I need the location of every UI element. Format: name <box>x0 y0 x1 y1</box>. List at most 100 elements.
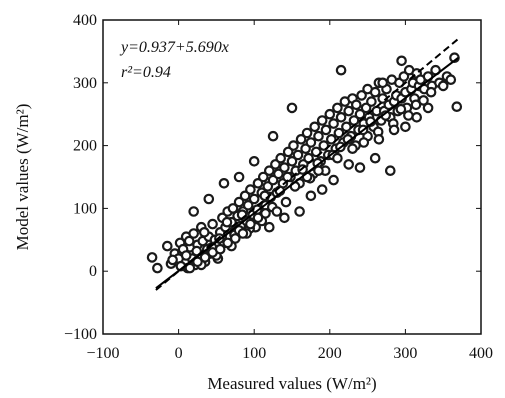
y-tick-label: 0 <box>89 263 97 280</box>
data-point <box>388 124 400 136</box>
data-point <box>184 262 196 274</box>
data-point <box>263 221 275 233</box>
data-point <box>316 115 328 126</box>
data-point <box>245 184 256 195</box>
data-point <box>233 196 245 208</box>
data-point <box>403 110 414 121</box>
data-point <box>183 235 195 247</box>
data-point <box>396 55 407 67</box>
data-point <box>152 262 163 274</box>
data-point <box>324 108 336 120</box>
axis-ticks-group: −100 0 100 200 300 400 −100 0 100 200 300 400 <box>64 12 493 362</box>
data-point <box>218 178 230 189</box>
data-point <box>295 134 307 145</box>
data-point <box>395 103 407 115</box>
data-point <box>369 86 381 98</box>
data-point <box>207 218 218 230</box>
x-tick-label: 200 <box>318 345 342 362</box>
data-point <box>188 228 199 239</box>
data-point <box>425 86 437 98</box>
data-point <box>288 140 299 151</box>
data-point <box>358 137 370 148</box>
r-squared-label: r²=0.94 <box>121 64 171 81</box>
data-points-group <box>146 52 463 274</box>
data-point <box>377 77 388 89</box>
one-to-one-line <box>155 38 459 291</box>
data-point <box>279 162 290 173</box>
data-point <box>167 254 178 266</box>
data-point <box>354 162 366 173</box>
data-point <box>275 152 286 164</box>
data-point <box>242 200 254 211</box>
data-point <box>313 130 324 142</box>
data-point <box>445 74 457 85</box>
regression-line <box>155 56 459 289</box>
data-point <box>257 171 269 183</box>
data-point <box>233 171 245 183</box>
data-point <box>230 233 241 244</box>
data-point <box>335 112 347 123</box>
data-point <box>309 121 320 133</box>
data-point <box>146 252 158 263</box>
data-point <box>286 102 298 114</box>
data-point <box>259 190 271 202</box>
data-point <box>366 96 377 107</box>
data-point <box>214 243 226 255</box>
data-point <box>369 152 381 164</box>
data-point <box>332 102 343 114</box>
regression-equation: y=0.937+5.690x <box>119 39 229 56</box>
plot-frame <box>102 19 482 335</box>
data-point <box>373 134 385 145</box>
data-point <box>335 64 347 76</box>
data-point <box>245 218 256 230</box>
fit-lines-group <box>155 38 459 291</box>
data-point <box>188 206 199 217</box>
data-point <box>280 196 292 208</box>
data-point <box>199 252 211 263</box>
y-axis-title: Model values (W/m²) <box>13 104 32 251</box>
data-point <box>320 124 332 136</box>
data-point <box>237 228 249 239</box>
data-point <box>437 80 449 92</box>
y-tick-label: 100 <box>73 200 97 217</box>
data-point <box>248 193 260 205</box>
y-tick-label: 400 <box>73 12 97 29</box>
data-point <box>341 121 352 133</box>
data-point <box>305 137 317 148</box>
data-point <box>271 206 283 217</box>
data-point <box>356 90 367 101</box>
data-point <box>301 127 313 139</box>
data-point <box>354 108 366 120</box>
data-point <box>333 127 345 139</box>
x-tick-label: 0 <box>175 345 183 362</box>
data-point <box>267 130 279 142</box>
data-point <box>252 212 264 224</box>
data-point <box>279 212 290 224</box>
data-point <box>332 152 343 164</box>
data-point <box>305 190 317 202</box>
data-point <box>292 149 304 161</box>
data-point <box>316 184 328 195</box>
data-point <box>263 165 275 176</box>
data-point <box>411 112 422 123</box>
data-point <box>313 165 324 176</box>
x-tick-label: 100 <box>242 345 266 362</box>
data-point <box>199 227 210 238</box>
data-point <box>203 193 215 205</box>
data-point <box>162 240 173 252</box>
data-point <box>180 250 192 261</box>
data-point <box>347 143 358 154</box>
data-point <box>422 102 434 114</box>
data-point <box>451 101 463 112</box>
data-point <box>248 156 260 167</box>
data-point <box>418 95 429 106</box>
data-point <box>221 216 233 228</box>
data-point <box>328 174 339 186</box>
data-point <box>222 237 233 249</box>
x-tick-label: 300 <box>393 345 417 362</box>
data-point <box>410 99 422 111</box>
data-point <box>227 203 239 214</box>
data-point <box>273 168 284 180</box>
y-tick-label: −100 <box>64 326 97 343</box>
